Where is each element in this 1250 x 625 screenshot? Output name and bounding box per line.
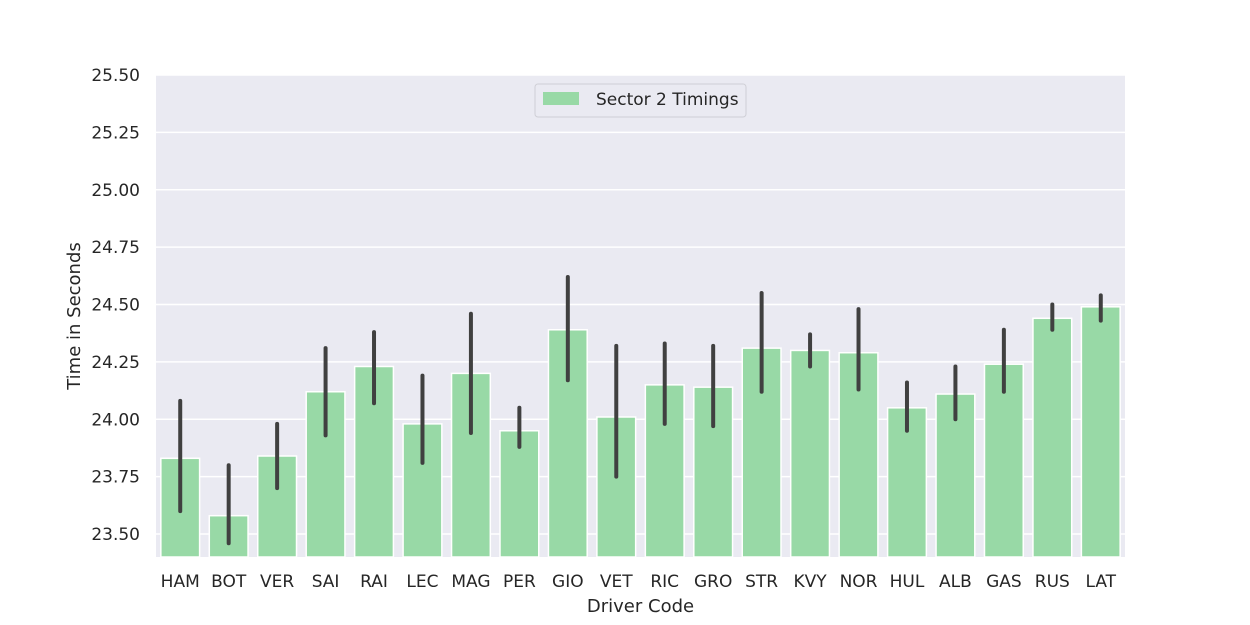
bar-per — [499, 430, 540, 558]
y-tick-label: 25.00 — [91, 181, 140, 201]
x-axis-title: Driver Code — [587, 596, 694, 617]
y-tick-label: 25.50 — [91, 66, 140, 86]
y-tick-label: 23.75 — [91, 468, 140, 488]
y-tick-label: 24.25 — [91, 353, 140, 373]
x-tick-label: STR — [745, 572, 778, 592]
y-axis-title: Time in Seconds — [64, 242, 85, 391]
x-tick-label: GIO — [552, 572, 584, 592]
y-tick-label: 24.00 — [91, 410, 140, 430]
x-tick-label: LEC — [406, 572, 438, 592]
plot-area — [156, 75, 1125, 557]
y-axis-ticks: 23.50 23.75 24.00 24.25 24.50 24.75 25.00 25.25… — [91, 66, 140, 545]
legend-swatch — [543, 92, 579, 105]
legend-label: Sector 2 Timings — [596, 90, 739, 110]
legend: Sector 2 Timings — [534, 83, 747, 118]
bar-lec — [402, 423, 443, 558]
x-tick-label: SAI — [312, 572, 340, 592]
x-tick-label: GAS — [986, 572, 1022, 592]
x-axis-ticks: HAM BOT VER SAI RAI LEC MAG PER GIO VET RIC GRO STR K… — [161, 572, 1117, 592]
x-tick-label: RUS — [1035, 572, 1070, 592]
bar-gas — [983, 363, 1025, 558]
x-tick-label: GRO — [694, 572, 732, 592]
legend-box — [534, 83, 747, 118]
bar-gro — [693, 386, 734, 558]
y-tick-label: 23.50 — [91, 525, 140, 545]
bar-lat — [1080, 306, 1121, 558]
x-tick-label: MAG — [451, 572, 490, 592]
x-tick-label: VET — [600, 572, 633, 592]
x-tick-label: BOT — [211, 572, 247, 592]
bar-kvy — [789, 349, 831, 558]
x-tick-label: VER — [260, 572, 294, 592]
x-tick-label: PER — [503, 572, 536, 592]
x-tick-label: RAI — [360, 572, 388, 592]
x-tick-label: KVY — [793, 572, 827, 592]
y-tick-label: 25.25 — [91, 123, 140, 143]
y-tick-label: 24.75 — [91, 238, 140, 258]
x-tick-label: HAM — [161, 572, 200, 592]
x-tick-label: NOR — [840, 572, 878, 592]
x-tick-label: RIC — [650, 572, 679, 592]
x-tick-label: HUL — [890, 572, 925, 592]
error-bars — [178, 274, 1103, 546]
x-tick-label: LAT — [1085, 572, 1116, 592]
x-tick-label: ALB — [939, 572, 972, 592]
y-tick-label: 24.50 — [91, 296, 140, 316]
bar-rus — [1032, 317, 1073, 558]
